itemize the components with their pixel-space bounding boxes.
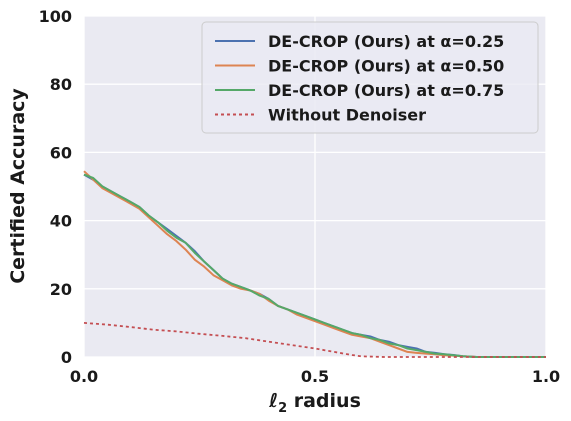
legend-entry-label: DE-CROP (Ours) at α=0.75 bbox=[268, 81, 504, 100]
y-axis-label: Certified Accuracy bbox=[7, 88, 29, 284]
x-axis-label-base: ℓ bbox=[268, 390, 278, 412]
legend-entry-label: Without Denoiser bbox=[268, 106, 426, 125]
series-line-4 bbox=[83, 322, 546, 358]
y-tick-label: 0 bbox=[61, 348, 72, 367]
y-tick-label: 60 bbox=[50, 143, 72, 162]
y-tick-label: 100 bbox=[39, 7, 72, 26]
series-line-3 bbox=[83, 173, 546, 358]
x-tick-label: 1.0 bbox=[532, 367, 560, 386]
legend: DE-CROP (Ours) at α=0.25 DE-CROP (Ours) a… bbox=[201, 21, 539, 134]
x-tick-label: 0.0 bbox=[70, 367, 98, 386]
legend-box bbox=[201, 21, 539, 134]
y-tick-label: 20 bbox=[50, 280, 72, 299]
series-lines bbox=[83, 170, 546, 358]
y-tick-label: 80 bbox=[50, 75, 72, 94]
x-axis-label-rest: radius bbox=[287, 390, 361, 412]
y-tick-label: 40 bbox=[50, 212, 72, 231]
legend-entry-label: DE-CROP (Ours) at α=0.25 bbox=[268, 32, 504, 51]
x-tick-label: 0.5 bbox=[301, 367, 329, 386]
x-axis-label: ℓ2 radius bbox=[268, 390, 361, 416]
tick-labels: 0 20 40 60 80 100 0.0 0.5 1.0 bbox=[39, 7, 561, 386]
x-axis-label-subscript: 2 bbox=[278, 401, 287, 416]
legend-entry-label: DE-CROP (Ours) at α=0.50 bbox=[268, 57, 504, 76]
